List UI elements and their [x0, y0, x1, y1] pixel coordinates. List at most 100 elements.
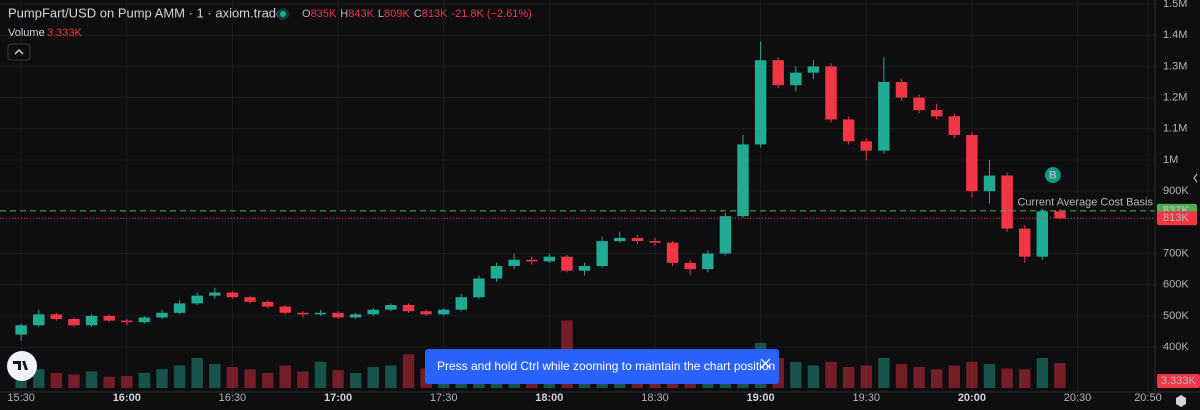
candle-body	[156, 312, 168, 318]
y-tick-label: 1.2M	[1163, 92, 1187, 104]
candle-body	[614, 237, 626, 242]
candle-body	[349, 314, 362, 318]
ohlc-value: 813K	[422, 8, 448, 20]
candle-body	[702, 253, 714, 270]
candle-body	[1054, 211, 1066, 219]
volume-bar	[226, 367, 239, 388]
x-tick-label: 20:30	[1064, 392, 1092, 404]
x-tick-label: 20:50	[1134, 392, 1162, 404]
candle-body	[561, 256, 573, 271]
settings-icon[interactable]	[1176, 395, 1186, 407]
volume-bar	[68, 374, 80, 388]
trade-marker-label: B	[1049, 169, 1057, 181]
y-tick-label: 1M	[1163, 154, 1178, 166]
x-tick-label: 16:00	[113, 392, 141, 404]
y-tick-label: 1.3M	[1163, 60, 1187, 72]
candle-body	[913, 97, 925, 111]
candle-body	[649, 241, 661, 243]
volume-bar	[842, 367, 855, 388]
y-tick-label: 1.1M	[1163, 123, 1187, 135]
candle-body	[596, 241, 608, 267]
notice-close[interactable]	[760, 358, 771, 369]
last-price-tag	[1157, 211, 1197, 226]
volume-bar	[332, 370, 344, 388]
candle-body	[966, 135, 978, 192]
x-tick-label: 17:30	[430, 392, 458, 404]
candle-body	[279, 306, 291, 313]
candle-body	[314, 312, 327, 315]
volume-bar	[895, 364, 908, 388]
y-tick-label: 700K	[1163, 247, 1189, 259]
volume-bar	[244, 369, 256, 388]
candle-body	[860, 141, 872, 151]
volume-bar	[402, 354, 415, 388]
ohlc-key: C	[414, 8, 422, 20]
volume-bar	[191, 358, 203, 388]
candle-body	[68, 319, 80, 326]
volume-bar	[103, 376, 115, 388]
volume-bar	[297, 371, 309, 388]
candle-body	[138, 317, 151, 323]
logo-circle[interactable]	[7, 351, 37, 381]
candle-body	[772, 60, 784, 86]
volume-bar	[173, 365, 186, 388]
y-tick-label: 400K	[1163, 341, 1189, 353]
logo[interactable]	[7, 351, 37, 381]
volume-bar	[825, 361, 837, 388]
x-tick-label: 15:30	[7, 392, 35, 404]
candle-body	[103, 315, 115, 321]
candle-body	[543, 256, 556, 262]
candle-body	[983, 175, 996, 192]
volume-bar	[50, 373, 63, 388]
candle-body	[15, 325, 27, 335]
candles	[15, 41, 1066, 341]
side-panel-arrow[interactable]	[1193, 173, 1198, 183]
volume-bar	[385, 365, 397, 388]
volume-bar	[930, 369, 943, 388]
volume-tag-value: 3.333K	[1161, 375, 1197, 387]
notice-box	[425, 349, 779, 384]
volume-bar	[314, 361, 327, 388]
volume-bar	[85, 371, 98, 388]
candle-body	[719, 216, 732, 254]
overlay: Current Average Cost Basis837K813K3.333K…	[0, 165, 1200, 388]
candle-body	[526, 259, 538, 262]
volume-bar	[156, 369, 168, 388]
volume-bar	[349, 373, 362, 388]
collapse-button[interactable]	[7, 43, 31, 61]
candle-body	[85, 315, 98, 326]
chart-title: PumpFart/USD on Pump AMM · 1 · axiom.tra…	[8, 5, 283, 20]
candle-body	[1018, 228, 1031, 257]
volume-bar	[33, 369, 45, 388]
candle-body	[807, 66, 820, 73]
ohlc-value: 843K	[348, 8, 374, 20]
cost-basis-label: Current Average Cost Basis	[1017, 197, 1153, 209]
volume-tag	[1157, 374, 1200, 388]
ohlc-value: 809K	[384, 8, 410, 20]
volume-bar	[138, 373, 151, 388]
status-dot	[280, 11, 286, 17]
ohlc-value: 835K	[311, 8, 337, 20]
candle-body	[930, 110, 943, 117]
collapse-button-box[interactable]	[7, 43, 31, 61]
y-tick-label: 1.5M	[1163, 0, 1187, 10]
ohlc-change: -21.8K (−2.61%)	[451, 8, 531, 20]
candle-body	[948, 116, 961, 136]
volume-bar	[878, 358, 890, 388]
y-tick-label: 500K	[1163, 310, 1189, 322]
x-tick-label: 20:00	[958, 392, 986, 404]
y-tick-label: 900K	[1163, 185, 1189, 197]
notice-toast: Press and hold Ctrl while zooming to mai…	[425, 349, 779, 384]
ohlc-key: H	[340, 8, 348, 20]
candle-body	[473, 278, 485, 298]
x-tick-label: 18:30	[641, 392, 669, 404]
x-tick-label: 17:00	[324, 392, 352, 404]
last-price-value: 813K	[1163, 212, 1189, 224]
notice-text: Press and hold Ctrl while zooming to mai…	[437, 359, 775, 373]
candle-body	[209, 292, 221, 296]
volume-bar	[1054, 363, 1066, 388]
candle-body	[684, 262, 696, 270]
candle-body	[261, 301, 274, 307]
logo-glyph	[13, 361, 28, 370]
